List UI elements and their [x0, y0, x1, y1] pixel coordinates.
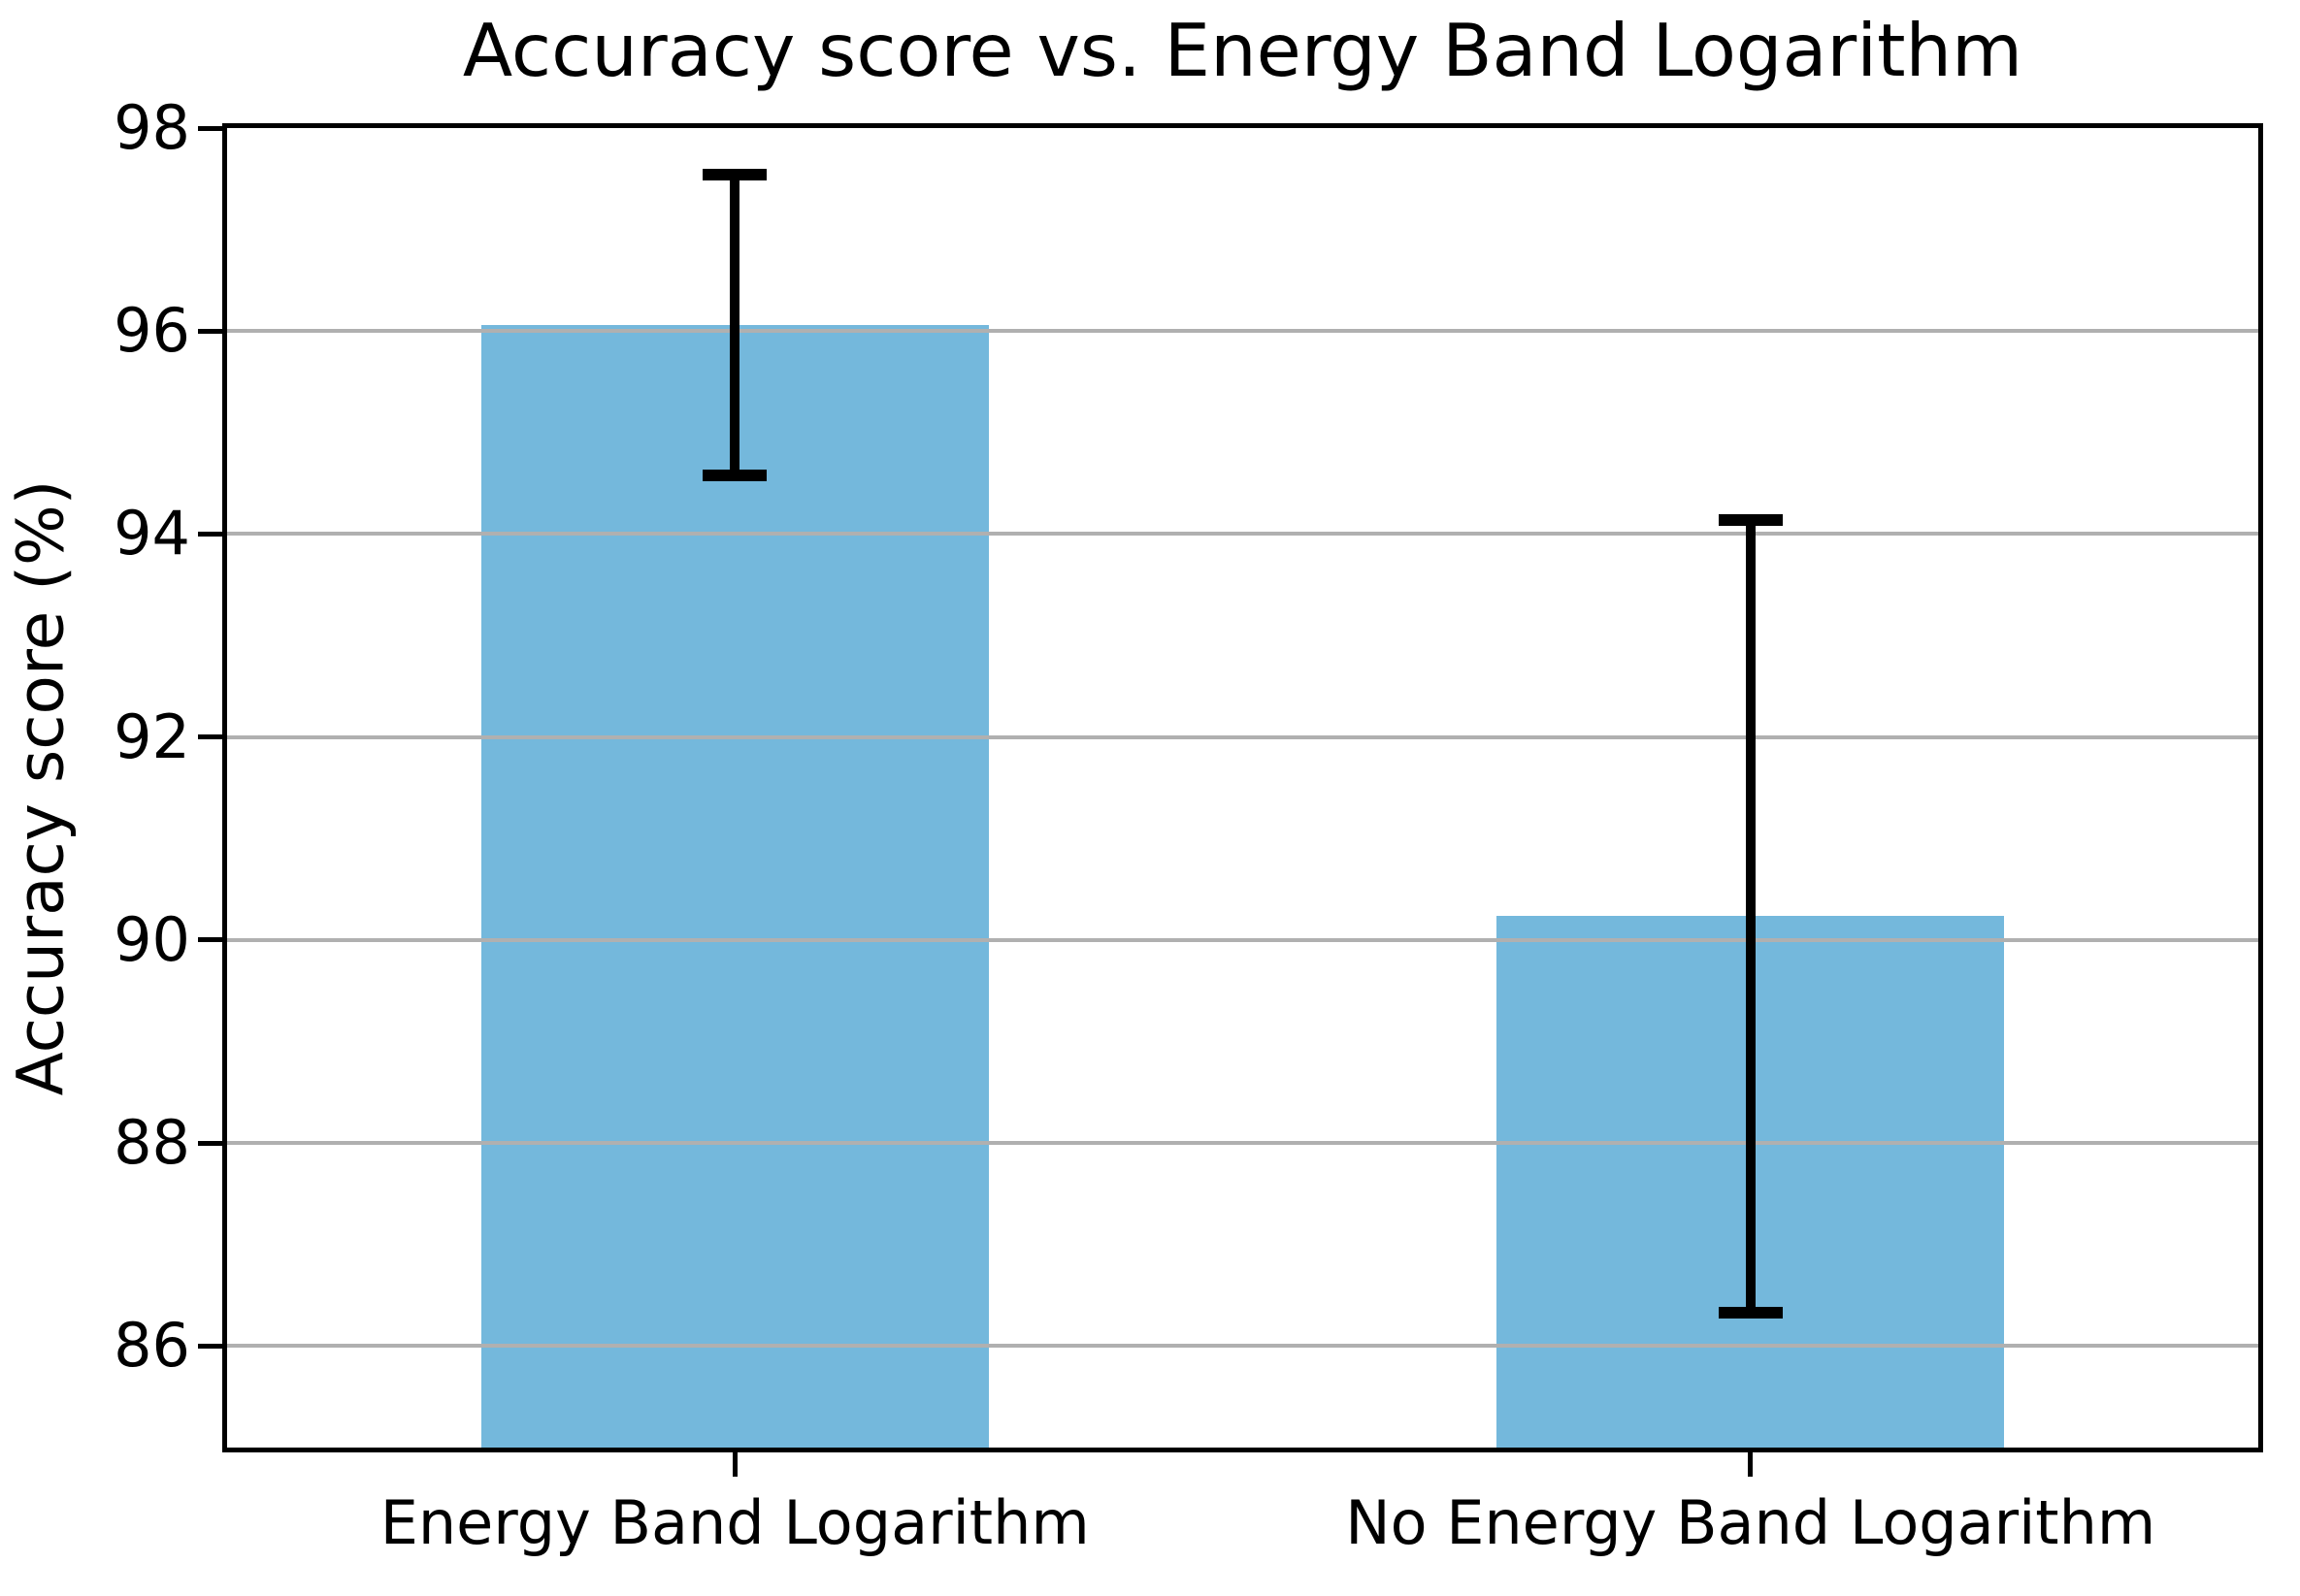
y-tick-label: 98: [114, 92, 190, 163]
y-tick-mark: [198, 1140, 222, 1146]
y-tick-label: 86: [114, 1310, 190, 1382]
y-tick-mark: [198, 1343, 222, 1349]
gridline: [227, 1141, 2258, 1146]
y-tick-label: 88: [114, 1107, 190, 1179]
y-tick-mark: [198, 937, 222, 943]
errorbar-cap: [703, 469, 768, 481]
errorbar-line: [1745, 519, 1756, 1313]
gridline: [227, 532, 2258, 537]
gridline: [227, 329, 2258, 334]
gridline: [227, 1344, 2258, 1349]
chart-title: Accuracy score vs. Energy Band Logarithm: [462, 8, 2023, 93]
gridline: [227, 734, 2258, 739]
y-tick-mark: [198, 734, 222, 740]
errorbar-cap: [1718, 513, 1783, 526]
y-tick-mark: [198, 531, 222, 537]
y-tick-label: 94: [114, 498, 190, 570]
y-axis-label: Accuracy score (%): [3, 479, 79, 1096]
y-tick-mark: [198, 328, 222, 334]
gridline: [227, 937, 2258, 942]
errorbar-cap: [703, 169, 768, 181]
y-tick-label: 96: [114, 295, 190, 367]
x-tick-mark: [732, 1452, 738, 1477]
x-tick-label: Energy Band Logarithm: [379, 1487, 1090, 1558]
y-tick-label: 90: [114, 903, 190, 975]
bar: [480, 324, 989, 1448]
plot-area: [222, 123, 2263, 1452]
errorbar-cap: [1718, 1306, 1783, 1319]
y-tick-label: 92: [114, 700, 190, 772]
errorbar-line: [730, 175, 740, 475]
y-tick-mark: [198, 125, 222, 131]
x-tick-label: No Energy Band Logarithm: [1345, 1487, 2156, 1558]
x-tick-mark: [1748, 1452, 1754, 1477]
